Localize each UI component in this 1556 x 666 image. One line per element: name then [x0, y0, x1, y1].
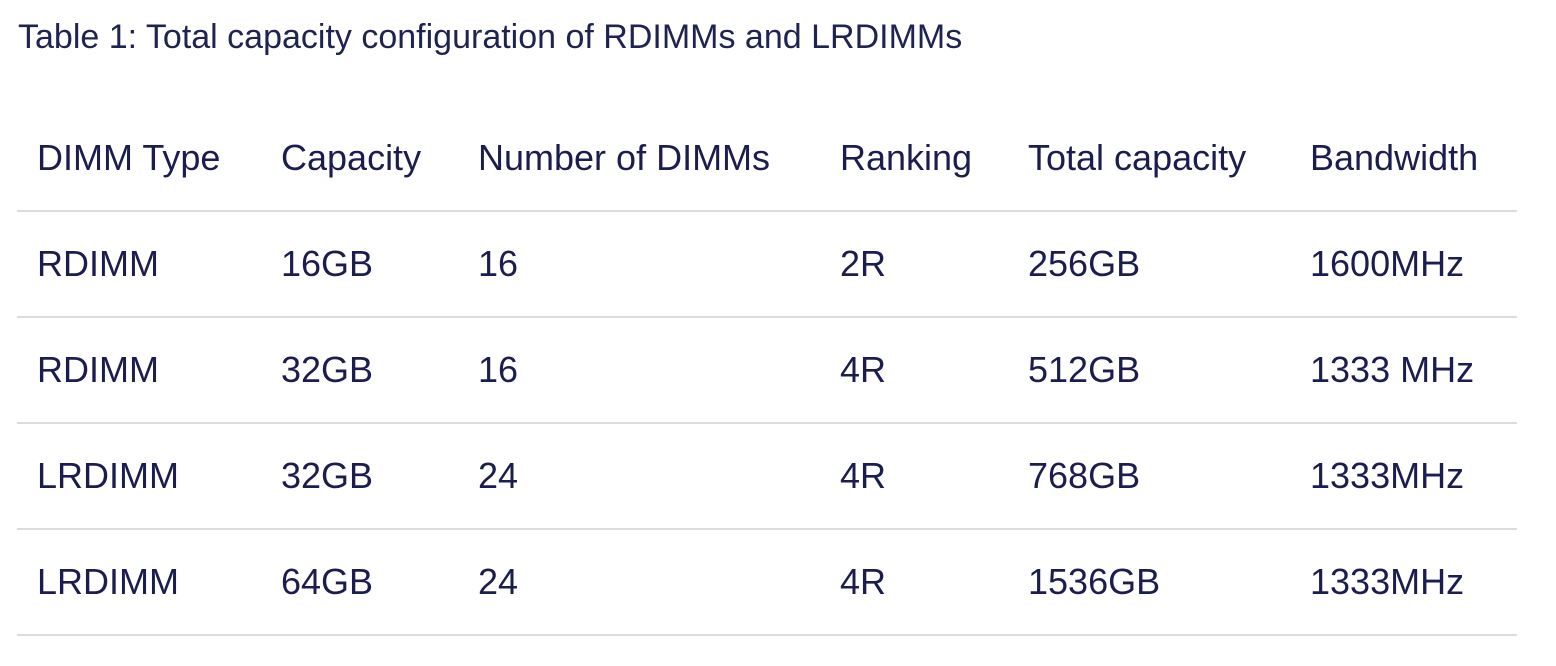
header-dimm-type: DIMM Type — [37, 137, 221, 178]
cell-dimm-type: LRDIMM — [37, 561, 179, 602]
table-row: LRDIMM 64GB 24 4R 1536GB 1333MHz — [17, 530, 1517, 636]
header-bandwidth: Bandwidth — [1310, 137, 1479, 178]
table-row: RDIMM 16GB 16 2R 256GB 1600MHz — [17, 212, 1517, 318]
cell-total-capacity: 256GB — [1028, 243, 1141, 284]
cell-total-capacity: 1536GB — [1028, 561, 1161, 602]
cell-capacity: 64GB — [281, 561, 374, 602]
cell-bandwidth: 1600MHz — [1310, 243, 1465, 284]
cell-dimm-type: RDIMM — [37, 243, 159, 284]
cell-capacity: 16GB — [281, 243, 374, 284]
cell-capacity: 32GB — [281, 349, 374, 390]
cell-ranking: 2R — [840, 243, 887, 284]
cell-number-of-dimms: 16 — [478, 349, 519, 390]
table-header-row: DIMM Type Capacity Number of DIMMs Ranki… — [17, 106, 1517, 212]
header-ranking: Ranking — [840, 137, 973, 178]
cell-total-capacity: 768GB — [1028, 455, 1141, 496]
cell-ranking: 4R — [840, 455, 887, 496]
header-capacity: Capacity — [281, 137, 422, 178]
cell-capacity: 32GB — [281, 455, 374, 496]
table-row: LRDIMM 32GB 24 4R 768GB 1333MHz — [17, 424, 1517, 530]
table-row: RDIMM 32GB 16 4R 512GB 1333 MHz — [17, 318, 1517, 424]
cell-dimm-type: LRDIMM — [37, 455, 179, 496]
capacity-table: DIMM Type Capacity Number of DIMMs Ranki… — [17, 106, 1517, 636]
cell-ranking: 4R — [840, 561, 887, 602]
cell-ranking: 4R — [840, 349, 887, 390]
cell-number-of-dimms: 24 — [478, 561, 519, 602]
cell-total-capacity: 512GB — [1028, 349, 1141, 390]
header-total-capacity: Total capacity — [1028, 137, 1247, 178]
cell-number-of-dimms: 24 — [478, 455, 519, 496]
cell-dimm-type: RDIMM — [37, 349, 159, 390]
table-caption: Table 1: Total capacity configuration of… — [18, 18, 963, 56]
cell-bandwidth: 1333 MHz — [1310, 349, 1475, 390]
header-number-of-dimms: Number of DIMMs — [478, 137, 771, 178]
cell-bandwidth: 1333MHz — [1310, 455, 1465, 496]
cell-bandwidth: 1333MHz — [1310, 561, 1465, 602]
cell-number-of-dimms: 16 — [478, 243, 519, 284]
